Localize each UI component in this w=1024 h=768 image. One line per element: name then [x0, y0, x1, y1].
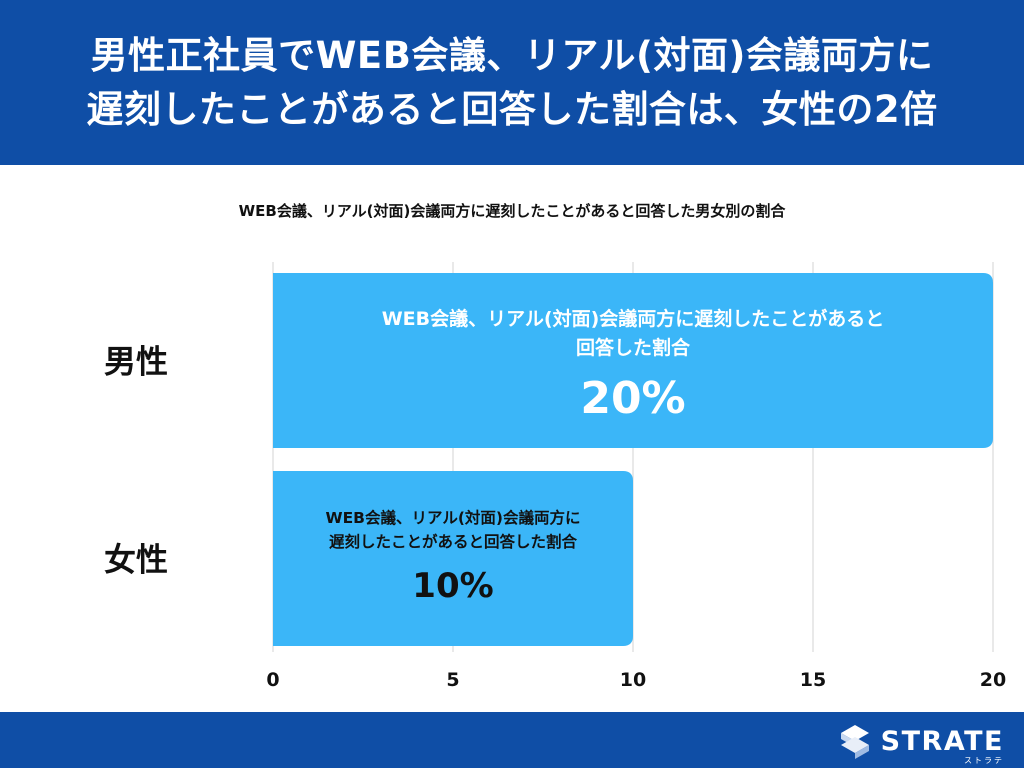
bar-1-label-line-1: 遅刻したことがあると回答した割合 — [329, 532, 578, 551]
strate-logo-kana: ストラテ — [964, 755, 1004, 765]
strate-logo: STRATE ストラテ — [837, 722, 1004, 765]
x-tick-label-3: 15 — [800, 669, 826, 691]
footer-bar: STRATE ストラテ — [0, 712, 1024, 768]
bar-chart: 0 5 10 15 20 男性 WEB会議、リアル(対面)会議両方に遅刻したことがあると回答… — [104, 262, 1006, 691]
x-tick-label-0: 0 — [266, 669, 279, 691]
x-tick-label-1: 5 — [446, 669, 459, 691]
category-label-1: 女性 — [104, 541, 168, 579]
bar-0-label-line-1: 回答した割合 — [576, 336, 691, 359]
x-tick-label-4: 20 — [980, 669, 1006, 691]
bar-0-label-line-0: WEB会議、リアル(対面)会議両方に遅刻したことがあると — [382, 307, 885, 330]
category-label-0: 男性 — [104, 343, 168, 381]
header-banner: 男性正社員でWEB会議、リアル(対面)会議両方に 遅刻したことがあると回答した割… — [0, 0, 1024, 165]
page-title: 男性正社員でWEB会議、リアル(対面)会議両方に 遅刻したことがあると回答した割… — [86, 29, 937, 137]
page-title-line-2: 遅刻したことがあると回答した割合は、女性の2倍 — [86, 87, 938, 131]
x-tick-label-2: 10 — [620, 669, 646, 691]
strate-logo-icon — [840, 725, 869, 759]
bar-1-label-line-0: WEB会議、リアル(対面)会議両方に — [325, 508, 580, 527]
strate-logo-wordmark: STRATE ストラテ — [880, 725, 1004, 765]
chart-title: WEB会議、リアル(対面)会議両方に遅刻したことがあると回答した男女別の割合 — [238, 202, 786, 220]
bar-0 — [273, 273, 993, 448]
bar-1-value-label: 10% — [412, 566, 493, 606]
strate-logo-text: STRATE — [880, 725, 1004, 757]
bar-0-value-label: 20% — [580, 373, 685, 424]
page-title-line-1: 男性正社員でWEB会議、リアル(対面)会議両方に — [90, 33, 934, 77]
bar-1 — [273, 471, 633, 646]
